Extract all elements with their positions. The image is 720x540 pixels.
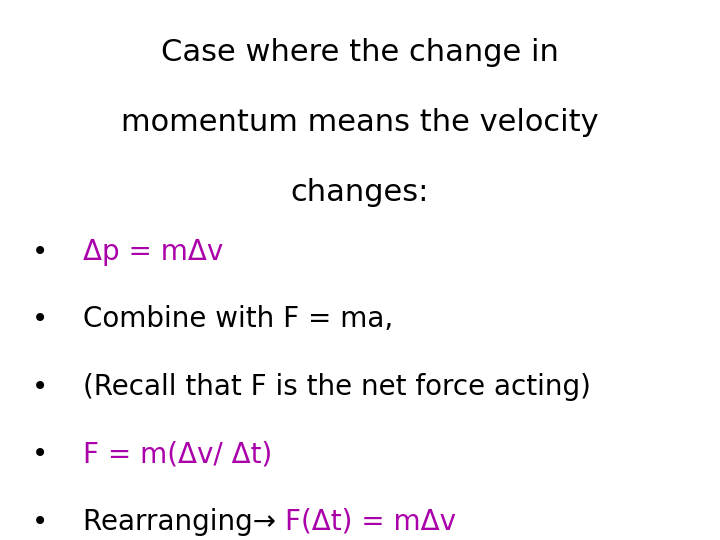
Text: Case where the change in: Case where the change in bbox=[161, 38, 559, 67]
Text: F = m(Δv/ Δt): F = m(Δv/ Δt) bbox=[83, 440, 272, 468]
Text: •: • bbox=[32, 238, 48, 266]
Text: (Recall that F is the net force acting): (Recall that F is the net force acting) bbox=[83, 373, 590, 401]
Text: •: • bbox=[32, 440, 48, 468]
Text: F(Δt) = mΔv: F(Δt) = mΔv bbox=[284, 508, 456, 536]
Text: Δp = mΔv: Δp = mΔv bbox=[83, 238, 223, 266]
Text: momentum means the velocity: momentum means the velocity bbox=[121, 108, 599, 137]
Text: Rearranging→: Rearranging→ bbox=[83, 508, 284, 536]
Text: Combine with F = ma,: Combine with F = ma, bbox=[83, 305, 393, 333]
Text: •: • bbox=[32, 305, 48, 333]
Text: •: • bbox=[32, 373, 48, 401]
Text: •: • bbox=[32, 508, 48, 536]
Text: changes:: changes: bbox=[291, 178, 429, 207]
